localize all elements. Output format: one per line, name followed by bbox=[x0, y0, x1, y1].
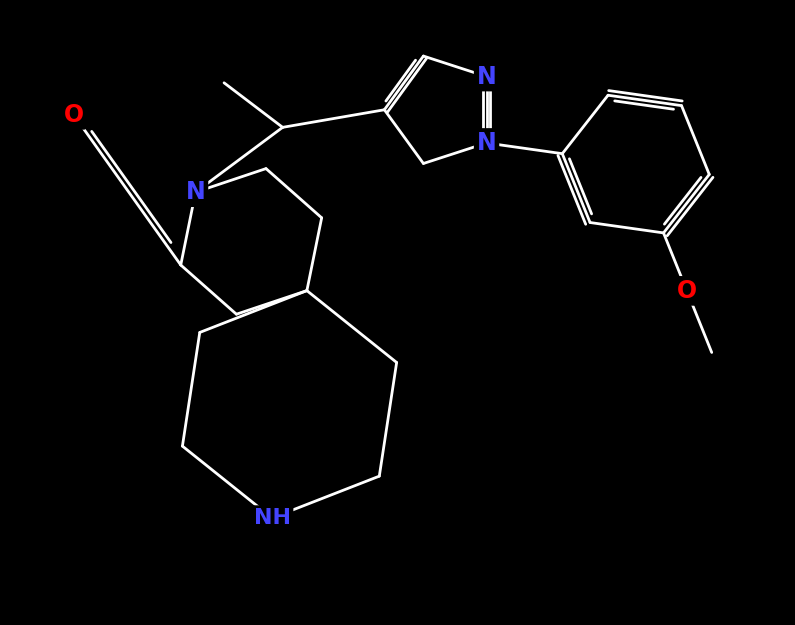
Text: NH: NH bbox=[254, 508, 291, 528]
Text: O: O bbox=[677, 279, 697, 303]
Text: N: N bbox=[186, 180, 205, 204]
Text: N: N bbox=[477, 131, 496, 155]
Text: O: O bbox=[64, 103, 83, 127]
Text: N: N bbox=[477, 64, 496, 89]
